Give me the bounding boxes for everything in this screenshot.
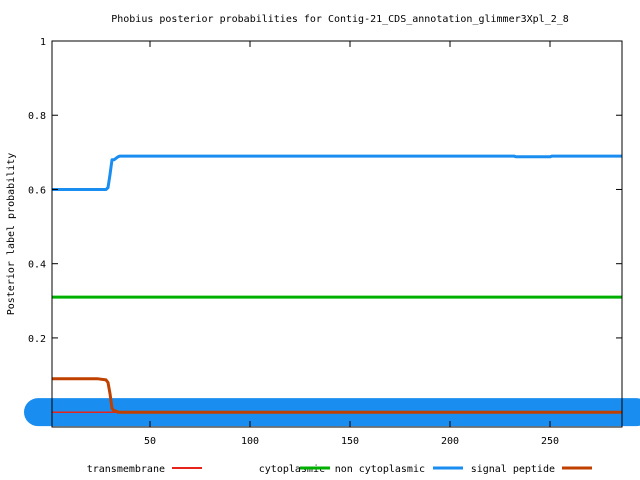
x-tick-label: 150 <box>341 436 359 447</box>
y-tick-label: 1 <box>40 37 46 48</box>
y-axis-label: Posterior label probability <box>6 153 17 316</box>
legend-label-cytoplasmic: cytoplasmic <box>259 464 325 475</box>
y-tick-label: 0.4 <box>28 260 46 271</box>
x-tick-label: 50 <box>144 436 156 447</box>
y-tick-label: 0.8 <box>28 111 46 122</box>
series-line-signal-peptide <box>52 377 622 414</box>
legend-label-signal-peptide: signal peptide <box>471 464 555 475</box>
legend-label-transmembrane: transmembrane <box>87 464 165 475</box>
plot-frame <box>51 40 623 428</box>
x-tick-label: 200 <box>441 436 459 447</box>
y-tick-label: 0.2 <box>28 334 46 345</box>
chart-title: Phobius posterior probabilities for Cont… <box>111 14 569 25</box>
legend-label-non-cytoplasmic: non cytoplasmic <box>335 464 425 475</box>
x-tick-label: 250 <box>541 436 559 447</box>
series-line-non-cytoplasmic <box>52 154 622 191</box>
y-tick-label: 0.6 <box>28 185 46 196</box>
x-tick-label: 100 <box>241 436 259 447</box>
